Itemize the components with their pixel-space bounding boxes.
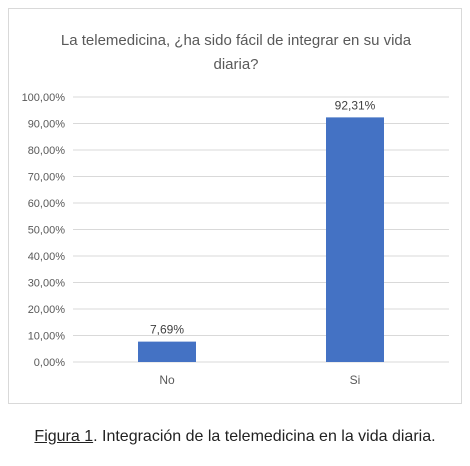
x-axis-categories: No Si bbox=[159, 373, 360, 387]
figure-caption: Figura 1. Integración de la telemedicina… bbox=[0, 428, 470, 446]
y-tick-label: 80,00% bbox=[28, 145, 66, 157]
y-tick-label: 0,00% bbox=[34, 357, 65, 369]
y-axis-ticks: 0,00% 10,00% 20,00% 30,00% 40,00% 50,00% 60,00… bbox=[22, 92, 66, 369]
y-tick-label: 20,00% bbox=[28, 304, 66, 316]
caption-figure-link[interactable]: Figura 1 bbox=[34, 428, 94, 445]
bar-no bbox=[138, 341, 196, 362]
bar-si bbox=[326, 117, 384, 362]
data-labels: 7,69% 92,31% bbox=[150, 98, 376, 336]
y-tick-label: 40,00% bbox=[28, 251, 66, 263]
data-label-si: 92,31% bbox=[335, 98, 376, 112]
y-tick-label: 100,00% bbox=[22, 92, 66, 104]
chart-title-line-2: diaria? bbox=[213, 56, 258, 73]
y-tick-label: 30,00% bbox=[28, 278, 66, 290]
chart-title-line-1: La telemedicina, ¿ha sido fácil de integ… bbox=[61, 32, 412, 49]
caption-text: . Integración de la telemedicina en la v… bbox=[93, 428, 436, 445]
y-tick-label: 10,00% bbox=[28, 331, 66, 343]
gridlines bbox=[73, 96, 449, 363]
y-tick-label: 60,00% bbox=[28, 198, 66, 210]
y-tick-label: 50,00% bbox=[28, 225, 66, 237]
y-tick-label: 90,00% bbox=[28, 119, 66, 131]
x-category-label: Si bbox=[350, 373, 361, 387]
data-label-no: 7,69% bbox=[150, 323, 184, 337]
y-tick-label: 70,00% bbox=[28, 172, 66, 184]
x-category-label: No bbox=[159, 373, 175, 387]
bar-chart: La telemedicina, ¿ha sido fácil de integ… bbox=[22, 32, 449, 387]
bars bbox=[138, 117, 384, 362]
chart-frame: La telemedicina, ¿ha sido fácil de integ… bbox=[8, 8, 462, 404]
